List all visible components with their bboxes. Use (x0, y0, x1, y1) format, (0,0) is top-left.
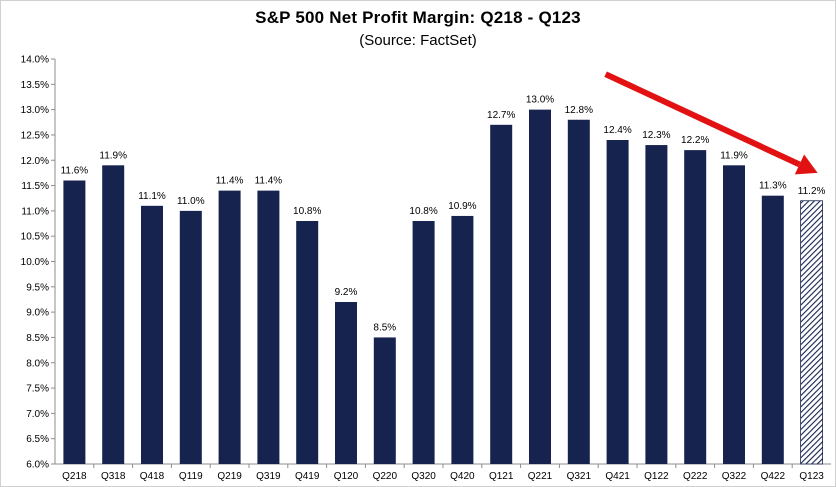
data-label: 11.4% (216, 176, 244, 187)
bar (761, 195, 784, 464)
y-tick-label: 6.5% (26, 434, 49, 445)
y-tick-label: 6.0% (26, 460, 49, 471)
x-tick-label: Q122 (644, 471, 669, 482)
bar (723, 165, 745, 464)
x-tick-label: Q219 (217, 471, 242, 482)
bar (529, 109, 551, 464)
data-label: 11.6% (61, 166, 89, 177)
bars (63, 109, 823, 465)
bar (684, 150, 707, 464)
x-tick-label: Q121 (489, 471, 514, 482)
x-tick-label: Q119 (179, 471, 203, 482)
x-axis: Q218 Q318 Q418 Q119 Q219 Q319 Q419 Q120 Q220 Q320… (55, 463, 831, 482)
bar (218, 190, 241, 464)
data-label: 10.8% (293, 206, 321, 217)
data-label: 11.1% (138, 191, 166, 202)
bar (373, 337, 396, 464)
y-tick-label: 12.5% (21, 130, 49, 141)
x-tick-label: Q218 (62, 471, 87, 482)
x-tick-label: Q421 (605, 471, 630, 482)
bar (606, 140, 629, 464)
x-tick-label: Q318 (101, 471, 126, 482)
chart-title: S&P 500 Net Profit Margin: Q218 - Q123 (255, 8, 581, 27)
y-tick-label: 7.0% (26, 409, 49, 420)
data-label: 9.2% (335, 287, 358, 298)
bar (567, 119, 590, 464)
data-label: 11.3% (759, 181, 787, 192)
x-tick-label: Q422 (761, 471, 786, 482)
y-tick-label: 8.5% (26, 333, 49, 344)
y-tick-label: 11.5% (21, 181, 49, 192)
y-tick-label: 10.0% (21, 257, 49, 268)
y-tick-label: 11.0% (21, 206, 49, 217)
data-labels: 11.6% 11.9% 11.1% 11.0% 11.4% 11.4% 10.8% 9.2% 8… (61, 95, 826, 334)
bar (645, 145, 668, 464)
y-tick-label: 14.0% (21, 55, 49, 66)
data-label: 12.7% (487, 110, 515, 121)
bar (490, 124, 513, 464)
x-tick-label: Q220 (373, 471, 398, 482)
bar (257, 190, 280, 464)
x-tick-label: Q221 (528, 471, 553, 482)
data-label: 11.9% (720, 150, 748, 161)
y-tick-label: 10.5% (21, 232, 49, 243)
y-tick-label: 7.5% (26, 384, 49, 395)
x-tick-label: Q419 (295, 471, 320, 482)
bar (63, 180, 86, 464)
x-tick-label: Q222 (683, 471, 708, 482)
x-tick-label: Q123 (799, 471, 824, 482)
data-label: 10.9% (448, 201, 476, 212)
y-tick-label: 13.0% (21, 105, 49, 116)
trend-arrow-head (794, 154, 818, 175)
data-label: 12.8% (565, 105, 593, 116)
trend-arrow-line (604, 71, 801, 168)
bar (296, 221, 319, 464)
data-label: 11.2% (798, 186, 826, 197)
x-tick-label: Q418 (140, 471, 165, 482)
x-tick-label: Q320 (411, 471, 436, 482)
trend-annotation (604, 71, 818, 175)
data-label: 11.0% (177, 196, 205, 207)
data-label: 11.9% (99, 150, 127, 161)
data-label: 10.8% (409, 206, 437, 217)
bar (179, 210, 202, 464)
x-tick-label: Q322 (722, 471, 747, 482)
x-tick-label: Q120 (334, 471, 359, 482)
data-label: 12.4% (603, 125, 631, 136)
x-tick-label: Q319 (256, 471, 281, 482)
bar (412, 221, 435, 464)
data-label: 12.3% (642, 130, 670, 141)
chart-subtitle: (Source: FactSet) (359, 32, 477, 49)
x-tick-label: Q321 (567, 471, 592, 482)
y-tick-label: 9.0% (26, 308, 49, 319)
y-tick-label: 8.0% (26, 358, 49, 369)
data-label: 8.5% (373, 322, 396, 333)
bar (102, 165, 125, 464)
bar (335, 302, 357, 464)
y-axis: 6.0% 6.5% 7.0% 7.5% 8.0% 8.5% 9.0% 9.5% 10.0% 10.… (21, 55, 56, 471)
bar (141, 205, 163, 464)
data-label: 11.4% (255, 176, 283, 187)
y-tick-label: 12.0% (21, 156, 49, 167)
data-label: 13.0% (526, 95, 554, 106)
y-tick-label: 13.5% (21, 80, 49, 91)
x-tick-label: Q420 (450, 471, 475, 482)
data-label: 12.2% (681, 135, 709, 146)
bar-estimate (800, 200, 823, 465)
y-tick-label: 9.5% (26, 282, 49, 293)
bar (451, 215, 474, 464)
